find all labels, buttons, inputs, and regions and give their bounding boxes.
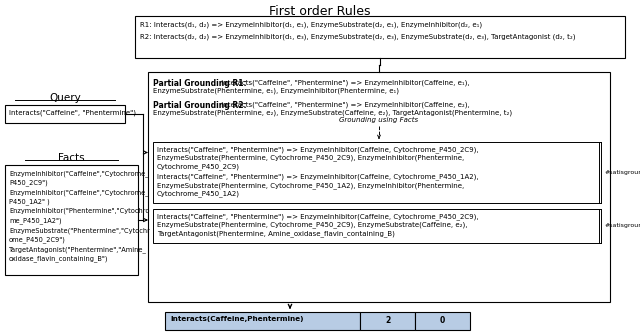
Text: Partial Grounding R2:: Partial Grounding R2: bbox=[153, 101, 246, 110]
Text: #satisgrounds=2: #satisgrounds=2 bbox=[605, 170, 640, 175]
Bar bbox=[153, 142, 599, 203]
Text: Partial Grounding R1:: Partial Grounding R1: bbox=[153, 79, 246, 88]
Text: TargetAntagonist(Phentermine, Amine_oxidase_flavin_containing_B): TargetAntagonist(Phentermine, Amine_oxid… bbox=[157, 230, 395, 237]
Bar bbox=[153, 209, 599, 242]
Text: EnzymeInhibitor("Caffeine","Cytochrome_: EnzymeInhibitor("Caffeine","Cytochrome_ bbox=[9, 189, 148, 196]
Bar bbox=[165, 312, 360, 330]
Text: EnzymeSubstrate(Phentermine, Cytochrome_P450_2C9), EnzymeSubstrate(Caffeine, e₂): EnzymeSubstrate(Phentermine, Cytochrome_… bbox=[157, 221, 467, 228]
Text: Facts: Facts bbox=[58, 153, 85, 163]
Text: Interacts("Caffeine", "Phentermine") => EnzymeInhibitor(Caffeine, Cytochrome_P45: Interacts("Caffeine", "Phentermine") => … bbox=[157, 174, 479, 180]
Text: 2: 2 bbox=[385, 316, 390, 325]
Text: #satisgrounds=0: #satisgrounds=0 bbox=[605, 223, 640, 228]
Text: P450_2C9"): P450_2C9") bbox=[9, 180, 48, 186]
Text: Cytochrome_P450_1A2): Cytochrome_P450_1A2) bbox=[157, 191, 240, 197]
Bar bbox=[5, 105, 125, 123]
Text: Interacts(Caffeine,Phentermine): Interacts(Caffeine,Phentermine) bbox=[170, 316, 303, 322]
Text: Interacts("Caffeine", "Phentermine") => EnzymeInhibitor(Caffeine, e₁),: Interacts("Caffeine", "Phentermine") => … bbox=[219, 79, 470, 86]
Bar bbox=[360, 312, 415, 330]
Text: 0: 0 bbox=[440, 316, 445, 325]
Text: EnzymeInhibitor("Caffeine","Cytochrome_: EnzymeInhibitor("Caffeine","Cytochrome_ bbox=[9, 170, 148, 177]
Text: Interacts("Caffeine", "Phentermine") => EnzymeInhibitor(Caffeine, Cytochrome_P45: Interacts("Caffeine", "Phentermine") => … bbox=[157, 146, 479, 153]
Bar bbox=[415, 312, 470, 330]
Text: R1: Interacts(d₁, d₂) => EnzymeInhibitor(d₁, e₁), EnzymeSubstrate(d₂, e₁), Enzym: R1: Interacts(d₁, d₂) => EnzymeInhibitor… bbox=[140, 21, 482, 28]
Text: Query: Query bbox=[49, 93, 81, 103]
Text: P450_1A2" ): P450_1A2" ) bbox=[9, 199, 50, 205]
Text: ome_P450_2C9"): ome_P450_2C9") bbox=[9, 236, 66, 243]
Text: Interacts("Caffeine", "Phentermine") => EnzymeInhibitor(Caffeine, Cytochrome_P45: Interacts("Caffeine", "Phentermine") => … bbox=[157, 213, 479, 220]
Text: oxidase_flavin_containing_B"): oxidase_flavin_containing_B") bbox=[9, 256, 109, 262]
Text: EnzymeSubstrate(Phentermine, Cytochrome_P450_1A2), EnzymeInhibitor(Phentermine,: EnzymeSubstrate(Phentermine, Cytochrome_… bbox=[157, 182, 464, 189]
Text: EnzymeSubstrate(Phentermine, e₁), EnzymeInhibitor(Phentermine, e₁): EnzymeSubstrate(Phentermine, e₁), Enzyme… bbox=[153, 88, 399, 95]
Text: EnzymeSubstrate(Phentermine, Cytochrome_P450_2C9), EnzymeInhibitor(Phentermine,: EnzymeSubstrate(Phentermine, Cytochrome_… bbox=[157, 154, 464, 161]
Text: me_P450_1A2"): me_P450_1A2") bbox=[9, 217, 61, 224]
Text: EnzymeSubstrate("Phentermine","Cytochr: EnzymeSubstrate("Phentermine","Cytochr bbox=[9, 227, 150, 233]
Bar bbox=[148, 72, 610, 302]
Text: R2: Interacts(d₂, d₂) => EnzymeInhibitor(d₁, e₃), EnzymeSubstrate(d₂, e₃), Enzym: R2: Interacts(d₂, d₂) => EnzymeInhibitor… bbox=[140, 33, 575, 40]
Text: EnzymeSubstrate(Phentermine, e₂), EnzymeSubstrate(Caffeine, e₂), TargetAntagonis: EnzymeSubstrate(Phentermine, e₂), Enzyme… bbox=[153, 110, 512, 117]
Bar bbox=[135, 16, 625, 58]
Text: First order Rules: First order Rules bbox=[269, 5, 371, 18]
Bar bbox=[5, 165, 138, 275]
Text: Interacts("Caffeine", "Phentermine"): Interacts("Caffeine", "Phentermine") bbox=[9, 109, 136, 116]
Text: Grounding using Facts: Grounding using Facts bbox=[339, 117, 419, 123]
Text: TargetAntagonist("Phentermine","Amine_: TargetAntagonist("Phentermine","Amine_ bbox=[9, 246, 147, 253]
Text: Cytochrome_P450_2C9): Cytochrome_P450_2C9) bbox=[157, 163, 240, 170]
Text: EnzymeInhibitor("Phentermine","Cytochro: EnzymeInhibitor("Phentermine","Cytochro bbox=[9, 208, 150, 214]
Text: Interacts("Caffeine", "Phentermine") => EnzymeInhibitor(Caffeine, e₂),: Interacts("Caffeine", "Phentermine") => … bbox=[219, 101, 470, 108]
